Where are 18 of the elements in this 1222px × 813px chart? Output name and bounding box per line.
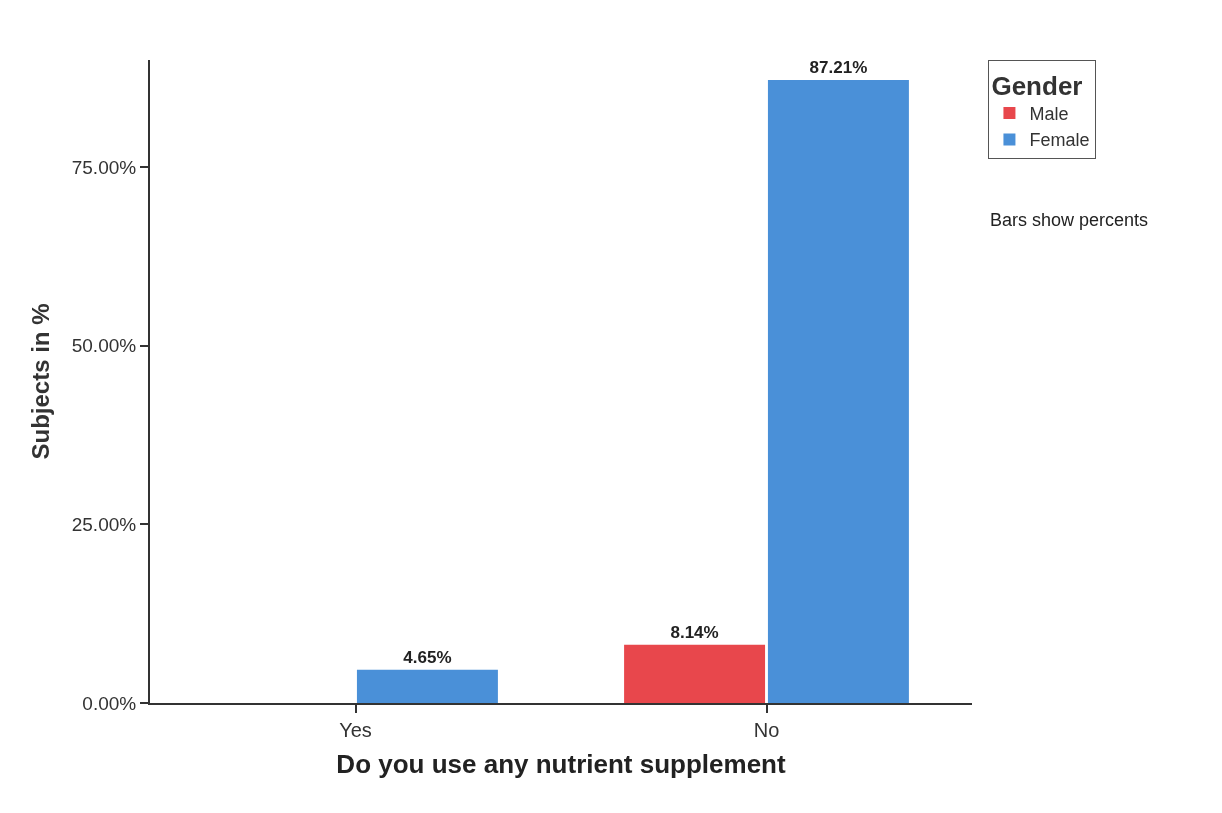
x-tick-label: Yes bbox=[339, 718, 372, 741]
bar bbox=[356, 669, 498, 703]
legend-label: Male bbox=[1029, 104, 1069, 125]
y-tick-label: 50.00% bbox=[71, 335, 137, 357]
y-axis-title: Subjects in % bbox=[27, 303, 55, 460]
legend-title: Gender bbox=[991, 70, 1083, 101]
y-tick-label: 75.00% bbox=[71, 156, 137, 178]
data-label: 4.65% bbox=[403, 647, 452, 667]
legend-label: Female bbox=[1029, 130, 1090, 151]
y-tick-label: 25.00% bbox=[71, 514, 137, 536]
x-tick-label: No bbox=[753, 718, 780, 741]
bar bbox=[767, 79, 909, 703]
x-axis-title: Do you use any nutrient supplement bbox=[336, 748, 786, 779]
y-tick-label: 0.00% bbox=[82, 692, 137, 714]
data-label: 87.21% bbox=[809, 57, 868, 77]
text: Bars show percents bbox=[990, 210, 1149, 230]
data-label: 8.14% bbox=[670, 622, 719, 642]
bar bbox=[624, 644, 766, 703]
